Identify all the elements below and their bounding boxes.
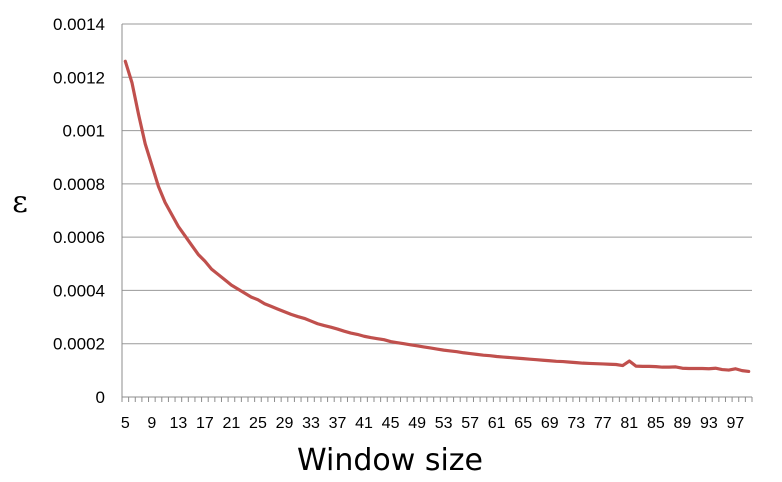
x-tick-label: 57: [461, 415, 479, 432]
x-tick-label: 61: [488, 415, 506, 432]
y-tick-label: 0: [96, 388, 105, 407]
series-layer: [123, 59, 751, 374]
x-tick-label: 13: [169, 415, 187, 432]
y-tick-label: 0.0014: [53, 15, 105, 34]
x-tick-label: 17: [196, 415, 214, 432]
axes: [121, 24, 753, 402]
x-tick-label: 33: [302, 415, 320, 432]
gridlines: [122, 23, 752, 345]
x-tick-label: 53: [435, 415, 453, 432]
x-tick-label: 5: [121, 415, 130, 432]
x-tick-label: 25: [249, 415, 267, 432]
y-tick-label: 0.0006: [53, 228, 105, 247]
x-tick-label: 37: [329, 415, 347, 432]
x-tick-label: 65: [514, 415, 532, 432]
x-tick-label: 21: [223, 415, 241, 432]
y-axis-title: ε: [12, 185, 28, 220]
series-line: [123, 59, 751, 374]
x-tick-label: 29: [276, 415, 294, 432]
y-tick-label: 0.0004: [53, 281, 105, 300]
x-tick-label: 89: [673, 415, 691, 432]
x-tick-labels: 5 9 13 17 21 25 29 33 37 41 45 49 53 57 61 65 69 73 77 81 85…: [121, 415, 745, 432]
x-tick-label: 73: [567, 415, 585, 432]
x-tick-label: 49: [408, 415, 426, 432]
y-tick-label: 0.0008: [53, 175, 105, 194]
y-tick-labels: 0 0.0002 0.0004 0.0006 0.0008 0.001 0.0012 0.00…: [53, 15, 105, 407]
x-tick-label: 93: [700, 415, 718, 432]
x-tick-label: 77: [594, 415, 612, 432]
x-tick-label: 45: [382, 415, 400, 432]
y-tick-label: 0.0002: [53, 335, 105, 354]
x-tick-label: 85: [647, 415, 665, 432]
x-tick-label: 9: [147, 415, 156, 432]
x-tick-label: 81: [620, 415, 638, 432]
x-tick-label: 97: [727, 415, 745, 432]
y-tick-label: 0.001: [62, 122, 105, 141]
x-axis-title: Window size: [297, 443, 483, 478]
y-tick-label: 0.0012: [53, 68, 105, 87]
x-tick-label: 69: [541, 415, 559, 432]
x-tick-label: 41: [355, 415, 373, 432]
